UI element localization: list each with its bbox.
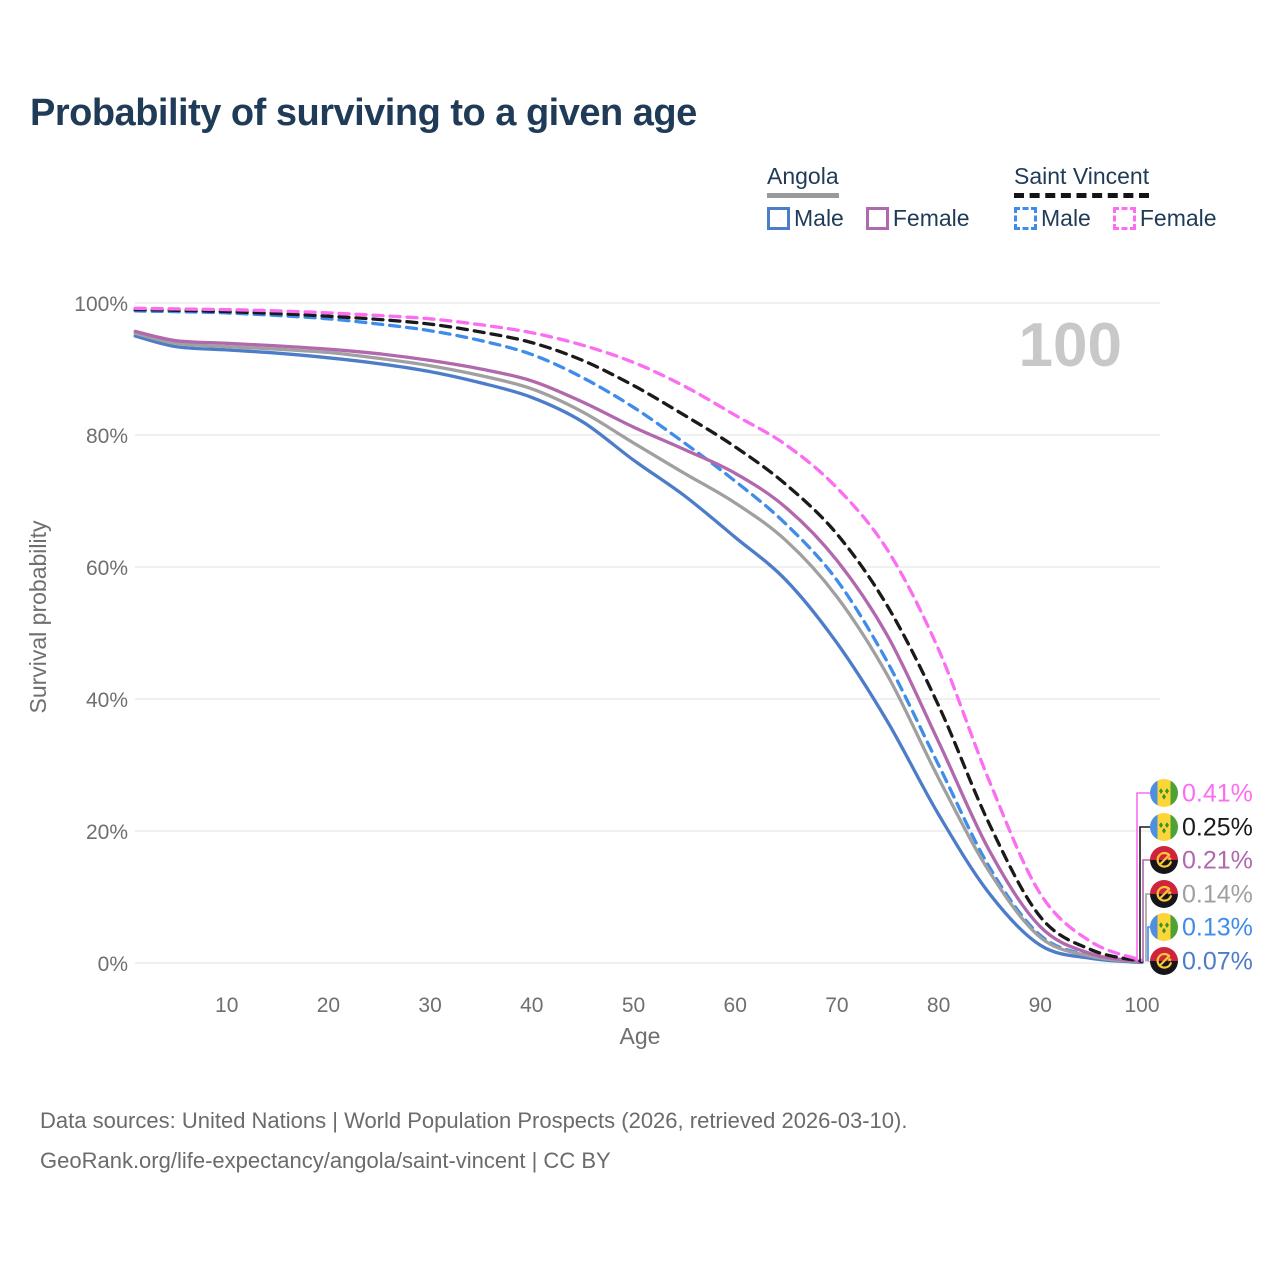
footer-data-sources: Data sources: United Nations | World Pop… [40,1108,908,1133]
y-tick-label: 100% [74,293,128,316]
x-tick-label: 70 [825,994,848,1017]
series-end-value-sv-male: 0.13% [1182,914,1253,942]
legend-item-angola-male[interactable]: Male [767,205,844,232]
end-label-connector [1145,893,1150,962]
series-line-ao-female[interactable] [133,329,1144,964]
angola-flag-icon [1150,947,1178,975]
legend-item-angola-female[interactable]: Female [865,205,970,232]
x-tick-label: 90 [1029,994,1052,1017]
legend-group-angola: Angola Male Female [767,163,970,232]
angola-flag-icon [1150,880,1178,908]
x-tick-label: 50 [622,994,645,1017]
x-tick-label: 30 [418,994,441,1017]
series-line-sv-female[interactable] [133,306,1144,962]
series-end-value-sv-female: 0.41% [1182,780,1253,808]
y-tick-label: 80% [86,425,128,448]
series-end-value-ao-female: 0.21% [1182,847,1253,875]
y-axis-label: Survival probability [25,520,51,714]
x-tick-label: 40 [520,994,543,1017]
x-axis-label: Age [620,1023,661,1049]
legend-item-label: Female [1139,205,1217,231]
saint-vincent-male-swatch-icon [1014,207,1037,230]
legend-group-saint-vincent: Saint Vincent Male Female [1014,163,1217,232]
y-tick-label: 20% [86,821,128,844]
legend-item-label: Male [1041,205,1091,231]
chart-title: Probability of surviving to a given age [30,92,697,134]
angola-male-swatch-icon [767,207,790,230]
x-tick-label: 100 [1124,994,1159,1017]
end-label-connector [1147,926,1150,962]
y-tick-label: 0% [98,953,128,976]
x-tick-label: 60 [724,994,747,1017]
saint-vincent-flag-icon [1150,779,1178,807]
age-indicator: 100 [1019,311,1122,380]
legend-item-saint-vincent-female[interactable]: Female [1112,205,1217,232]
x-tick-label: 80 [927,994,950,1017]
series-end-value-sv-total: 0.25% [1182,814,1253,842]
series-end-value-ao-total: 0.14% [1182,881,1253,909]
series-line-sv-total[interactable] [133,307,1144,964]
saint-vincent-flag-icon [1150,913,1178,941]
series-line-ao-male[interactable] [133,334,1144,965]
y-tick-label: 60% [86,557,128,580]
y-tick-label: 40% [86,689,128,712]
legend-title-angola[interactable]: Angola [767,163,839,198]
angola-female-swatch-icon [865,207,889,230]
legend-title-saint-vincent[interactable]: Saint Vincent [1014,163,1150,198]
end-label-connector [1136,792,1150,962]
x-tick-label: 20 [317,994,340,1017]
series-end-value-ao-male: 0.07% [1182,948,1253,976]
saint-vincent-flag-icon [1150,813,1178,841]
legend-item-label: Male [794,205,844,231]
saint-vincent-female-swatch-icon [1112,207,1136,230]
legend-item-saint-vincent-male[interactable]: Male [1014,205,1091,232]
series-line-sv-male[interactable] [133,309,1144,964]
legend-item-label: Female [892,205,970,231]
footer-attribution: GeoRank.org/life-expectancy/angola/saint… [40,1148,611,1173]
x-tick-label: 10 [215,994,238,1017]
angola-flag-icon [1150,846,1178,874]
series-line-ao-total[interactable] [133,331,1144,964]
end-label-connector [1139,826,1150,962]
end-label-connector [1142,859,1150,962]
